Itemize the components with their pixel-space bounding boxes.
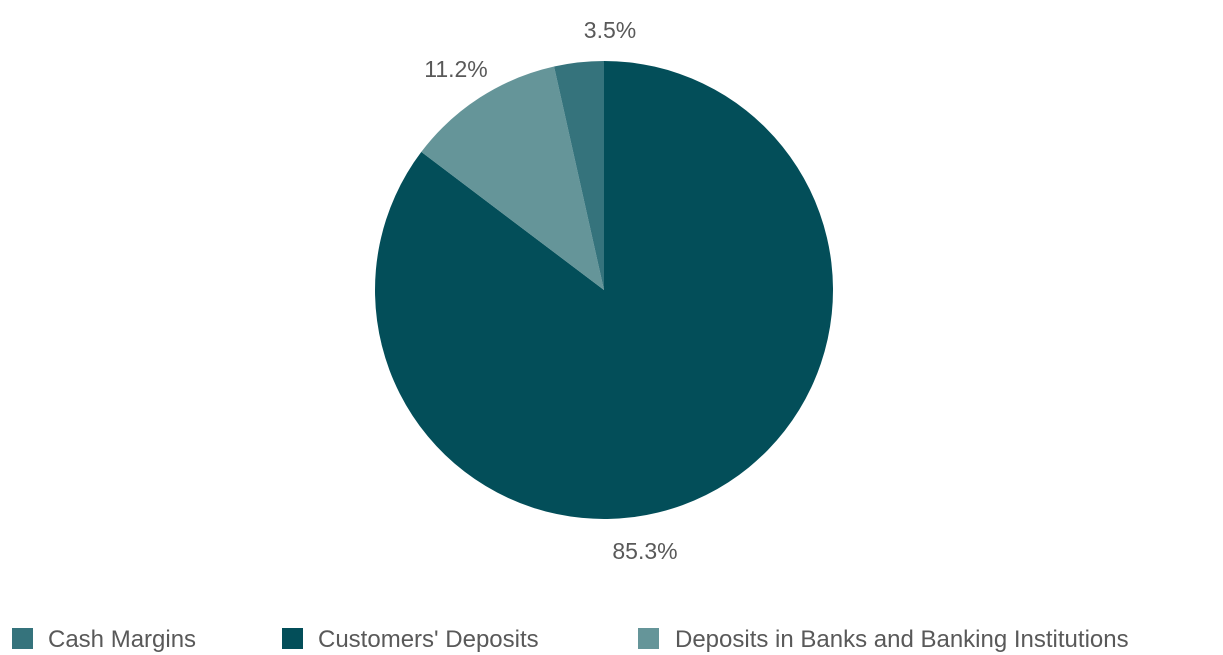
legend-swatch-deposits-in-banks xyxy=(638,628,659,649)
pie-label-customers-deposits: 85.3% xyxy=(612,538,677,564)
legend-label-deposits-in-banks: Deposits in Banks and Banking Institutio… xyxy=(675,626,1129,653)
pie-slice-cash-margins xyxy=(554,61,604,290)
legend-swatch-customers-deposits xyxy=(282,628,303,649)
pie-label-deposits-in-banks-and-banking-institutions: 11.2% xyxy=(424,56,488,82)
legend-label-cash-margins: Cash Margins xyxy=(48,626,196,653)
legend-swatch-cash-margins xyxy=(12,628,33,649)
pie-slice-deposits-in-banks-and-banking-institutions xyxy=(421,66,604,291)
legend-item-deposits-in-banks: Deposits in Banks and Banking Institutio… xyxy=(638,626,1129,653)
legend-label-customers-deposits: Customers' Deposits xyxy=(318,626,539,653)
pie-label-cash-margins: 3.5% xyxy=(584,17,636,43)
pie-slice-labels: 85.3% 11.2% 3.5% xyxy=(424,17,677,564)
legend-item-cash-margins: Cash Margins xyxy=(12,626,196,653)
pie-slices xyxy=(375,61,834,519)
pie-slice-customers-deposits xyxy=(375,61,834,519)
legend-item-customers-deposits: Customers' Deposits xyxy=(282,626,539,653)
legend: Cash Margins Customers' Deposits Deposit… xyxy=(12,626,1129,653)
